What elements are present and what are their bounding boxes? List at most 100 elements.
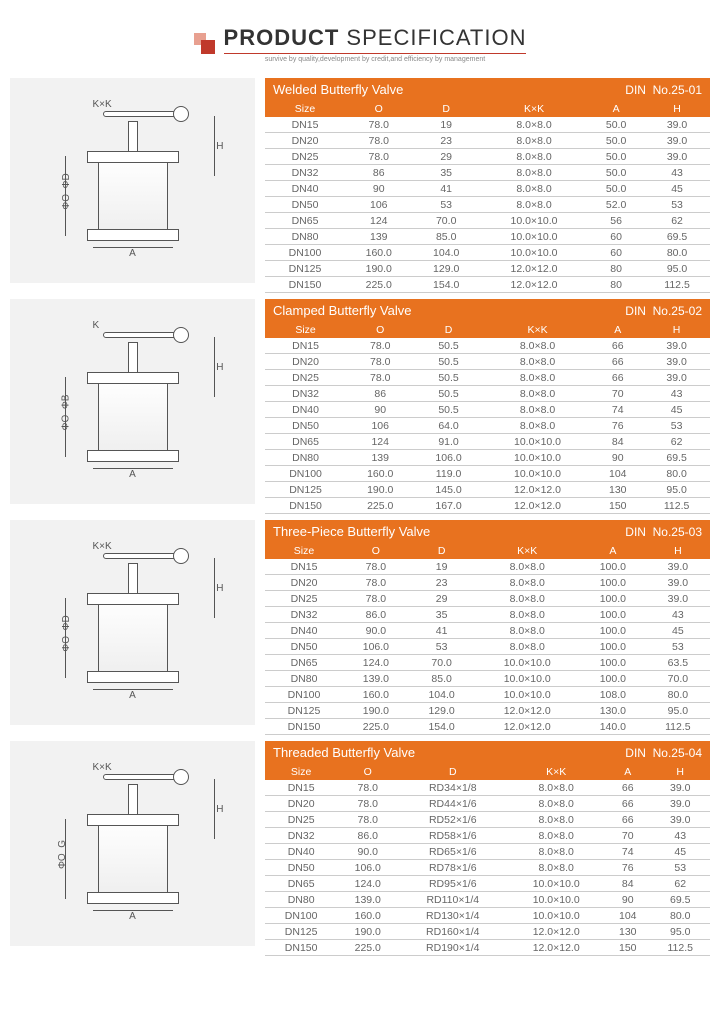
table-cell: 10.0×10.0 <box>474 671 580 687</box>
table-cell: 104 <box>605 908 650 924</box>
table-cell: 50.5 <box>414 386 482 402</box>
table-cell: 91.0 <box>414 434 482 450</box>
table-cell: RD44×1/6 <box>398 796 507 812</box>
table-cell: DN20 <box>265 354 346 370</box>
table-row: DN80139106.010.0×10.09069.5 <box>265 450 710 466</box>
table-cell: 160.0 <box>346 466 414 482</box>
table-cell: 160.0 <box>343 687 409 703</box>
table-cell: 78.0 <box>337 780 398 796</box>
table-cell: 139.0 <box>343 671 409 687</box>
table-cell: 8.0×8.0 <box>483 338 593 354</box>
spec-table: SizeODK×KAHDN1578.0198.0×8.0100.039.0DN2… <box>265 543 710 735</box>
table-row: DN3286.0RD58×1/68.0×8.07043 <box>265 828 710 844</box>
table-cell: 130 <box>592 482 643 498</box>
table-cell: 139 <box>346 450 414 466</box>
table-cell: 86.0 <box>343 607 409 623</box>
table-cell: 76 <box>592 418 643 434</box>
table-cell: RD160×1/4 <box>398 924 507 940</box>
table-cell: 95.0 <box>643 482 710 498</box>
table-row: DN150225.0154.012.0×12.080112.5 <box>265 277 710 293</box>
table-cell: 39.0 <box>650 796 710 812</box>
table-cell: 66 <box>605 780 650 796</box>
table-cell: 225.0 <box>346 498 414 514</box>
table-cell: DN150 <box>265 498 346 514</box>
table-cell: 108.0 <box>580 687 646 703</box>
table-cell: 12.0×12.0 <box>507 940 605 956</box>
table-row: DN100160.0119.010.0×10.010480.0 <box>265 466 710 482</box>
table-row: DN2578.050.58.0×8.06639.0 <box>265 370 710 386</box>
col-header: A <box>588 101 644 117</box>
table-row: DN150225.0RD190×1/412.0×12.0150112.5 <box>265 940 710 956</box>
table-cell: 85.0 <box>409 671 475 687</box>
table-cell: 78.0 <box>346 354 414 370</box>
table-title: Threaded Butterfly Valve <box>273 745 415 760</box>
table-row: DN2578.0RD52×1/68.0×8.06639.0 <box>265 812 710 828</box>
table-cell: 140.0 <box>580 719 646 735</box>
table-cell: RD110×1/4 <box>398 892 507 908</box>
table-cell: 8.0×8.0 <box>483 370 593 386</box>
col-header: A <box>592 322 643 338</box>
table-cell: 35 <box>412 165 479 181</box>
table-cell: 50.0 <box>588 133 644 149</box>
table-cell: DN15 <box>265 117 345 133</box>
table-cell: 154.0 <box>409 719 475 735</box>
table-cell: 43 <box>644 165 710 181</box>
table-cell: 45 <box>646 623 710 639</box>
table-cell: 43 <box>646 607 710 623</box>
table-row: DN2078.0238.0×8.0100.039.0 <box>265 575 710 591</box>
table-cell: 19 <box>409 559 475 575</box>
table-cell: 50.0 <box>588 165 644 181</box>
spec-section: K×K ΦO ΦD H A Three-Piece Butterfly Valv… <box>10 520 710 735</box>
table-cell: 139 <box>345 229 412 245</box>
table-cell: DN150 <box>265 719 343 735</box>
table-row: DN125190.0RD160×1/412.0×12.013095.0 <box>265 924 710 940</box>
table-cell: RD58×1/6 <box>398 828 507 844</box>
table-cell: DN65 <box>265 876 337 892</box>
table-cell: 112.5 <box>643 498 710 514</box>
table-cell: 53 <box>646 639 710 655</box>
table-cell: 8.0×8.0 <box>483 402 593 418</box>
table-cell: DN15 <box>265 559 343 575</box>
table-row: DN150225.0167.012.0×12.0150112.5 <box>265 498 710 514</box>
table-cell: 50.0 <box>588 117 644 133</box>
col-header: A <box>605 764 650 780</box>
table-cell: 10.0×10.0 <box>480 229 588 245</box>
table-cell: 106 <box>345 197 412 213</box>
table-cell: DN20 <box>265 133 345 149</box>
table-cell: DN65 <box>265 655 343 671</box>
table-cell: 39.0 <box>646 575 710 591</box>
table-cell: 50.0 <box>588 181 644 197</box>
table-cell: DN40 <box>265 623 343 639</box>
table-cell: 10.0×10.0 <box>483 466 593 482</box>
table-cell: 8.0×8.0 <box>474 591 580 607</box>
col-header: K×K <box>480 101 588 117</box>
table-cell: RD52×1/6 <box>398 812 507 828</box>
table-cell: 8.0×8.0 <box>474 559 580 575</box>
table-cell: 53 <box>644 197 710 213</box>
table-cell: 69.5 <box>643 450 710 466</box>
table-row: DN2078.0RD44×1/68.0×8.06639.0 <box>265 796 710 812</box>
table-cell: 53 <box>409 639 475 655</box>
table-cell: 39.0 <box>643 370 710 386</box>
table-cell: 12.0×12.0 <box>480 277 588 293</box>
table-cell: 150 <box>605 940 650 956</box>
table-cell: 53 <box>412 197 479 213</box>
table-cell: 104.0 <box>412 245 479 261</box>
table-row: DN1578.0198.0×8.0100.039.0 <box>265 559 710 575</box>
table-cell: DN32 <box>265 607 343 623</box>
table-cell: 78.0 <box>345 117 412 133</box>
table-cell: 8.0×8.0 <box>507 860 605 876</box>
table-cell: 10.0×10.0 <box>483 450 593 466</box>
col-header: Size <box>265 322 346 338</box>
table-row: DN409050.58.0×8.07445 <box>265 402 710 418</box>
col-header: K×K <box>507 764 605 780</box>
table-row: DN125190.0129.012.0×12.0130.095.0 <box>265 703 710 719</box>
col-header: H <box>644 101 710 117</box>
table-cell: 167.0 <box>414 498 482 514</box>
table-title: Three-Piece Butterfly Valve <box>273 524 430 539</box>
table-cell: 100.0 <box>580 591 646 607</box>
table-cell: 100.0 <box>580 639 646 655</box>
table-title: Welded Butterfly Valve <box>273 82 403 97</box>
table-cell: 63.5 <box>646 655 710 671</box>
table-cell: 124 <box>345 213 412 229</box>
